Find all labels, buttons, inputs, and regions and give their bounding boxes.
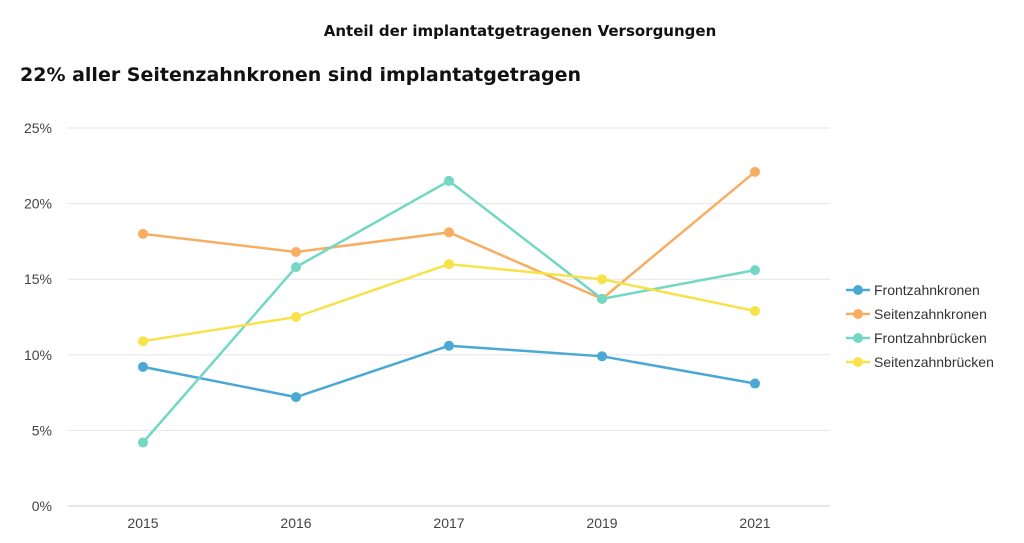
x-tick-label: 2016 <box>280 515 311 531</box>
series-points <box>138 166 760 448</box>
y-axis-ticks: 0% 5% 10% 15% 20% 25% <box>24 120 52 514</box>
data-point-seitenzahnkronen <box>444 227 454 238</box>
legend-marker <box>853 309 863 319</box>
data-point-frontzahnbr-cken <box>597 293 607 304</box>
y-tick-label: 10% <box>24 347 52 363</box>
y-tick-label: 25% <box>24 120 52 136</box>
data-point-seitenzahnbr-cken <box>750 305 760 316</box>
series-lines <box>142 170 756 444</box>
series-line-seitenzahnbr-cken <box>142 262 756 343</box>
data-point-seitenzahnkronen <box>750 166 760 177</box>
y-tick-label: 20% <box>24 196 52 212</box>
data-point-frontzahnkronen <box>138 361 148 372</box>
y-tick-label: 5% <box>32 422 52 438</box>
series-line-frontzahnkronen <box>142 344 756 399</box>
data-point-seitenzahnbr-cken <box>138 336 148 347</box>
data-point-seitenzahnbr-cken <box>444 259 454 270</box>
data-point-frontzahnbr-cken <box>444 175 454 186</box>
x-tick-label: 2015 <box>127 515 158 531</box>
data-point-frontzahnbr-cken <box>291 262 301 273</box>
legend-marker <box>853 285 863 295</box>
legend-marker <box>853 357 863 367</box>
x-tick-label: 2019 <box>586 515 617 531</box>
legend-label: Seitenzahnkronen <box>874 306 987 322</box>
data-point-frontzahnkronen <box>597 351 607 362</box>
data-point-seitenzahnbr-cken <box>597 274 607 285</box>
data-point-frontzahnbr-cken <box>138 437 148 448</box>
data-point-seitenzahnbr-cken <box>291 312 301 322</box>
data-point-seitenzahnkronen <box>291 246 301 257</box>
y-tick-label: 0% <box>32 498 52 514</box>
legend-label: Seitenzahnbrücken <box>874 354 994 370</box>
data-point-frontzahnkronen <box>444 340 454 351</box>
grid-lines <box>68 127 830 507</box>
legend-label: Frontzahnkronen <box>874 282 980 298</box>
x-axis-ticks: 2015 2016 2017 2019 2021 <box>127 515 770 531</box>
legend: Frontzahnkronen Seitenzahnkronen Frontzahn… <box>846 282 994 370</box>
data-point-seitenzahnkronen <box>138 228 148 239</box>
data-point-frontzahnkronen <box>750 378 760 389</box>
chart-subtitle: 22% aller Seitenzahnkronen sind implanta… <box>20 64 582 86</box>
legend-label: Frontzahnbrücken <box>874 330 987 346</box>
data-point-frontzahnbr-cken <box>750 265 760 276</box>
x-tick-label: 2021 <box>739 515 770 531</box>
legend-marker <box>853 333 863 343</box>
series-line-frontzahnbr-cken <box>142 179 756 444</box>
chart-title: Anteil der implantatgetragenen Versorgun… <box>323 22 717 40</box>
y-tick-label: 15% <box>24 271 52 287</box>
x-tick-label: 2017 <box>433 515 464 531</box>
data-point-frontzahnkronen <box>291 392 301 403</box>
